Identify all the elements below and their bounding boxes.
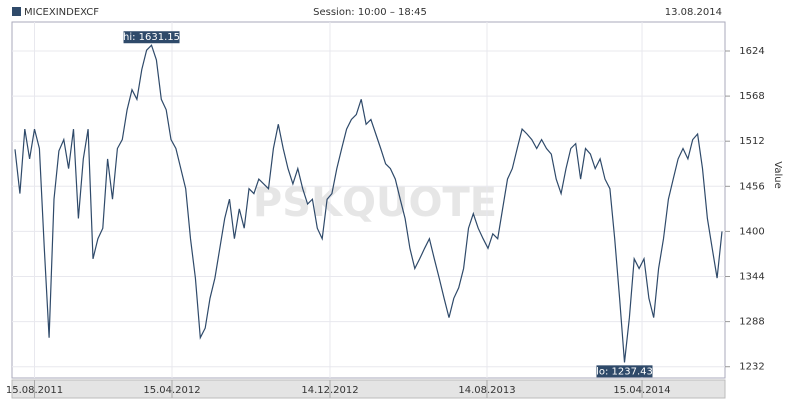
x-tick-label: 14.08.2013 — [458, 385, 515, 396]
chart-title: MICEXINDEXCF — [24, 7, 99, 18]
plot-area — [11, 21, 726, 379]
session: Session: 10:00 – 18:45 — [313, 7, 427, 18]
x-tick-label: 15.04.2014 — [613, 385, 670, 396]
annotation-box — [596, 365, 653, 378]
x-tick-label: 15.04.2012 — [143, 385, 200, 396]
y-tick-label: 1624 — [739, 46, 764, 57]
annotation-box — [123, 31, 180, 44]
y-tick-label: 1456 — [739, 181, 764, 192]
date: 13.08.2014 — [665, 7, 722, 18]
annotation-label: lo: 1237.43 — [596, 366, 653, 377]
annotation-label: hi: 1631.15 — [123, 32, 180, 43]
x-tick-label: 14.12.2012 — [301, 385, 358, 396]
y-axis-label: Value — [772, 161, 783, 188]
y-tick-label: 1400 — [739, 226, 764, 237]
legend-swatch — [12, 7, 21, 16]
y-tick-label: 1232 — [739, 362, 764, 373]
y-tick-label: 1288 — [739, 317, 764, 328]
y-tick-label: 1344 — [739, 272, 764, 283]
y-tick-label: 1568 — [739, 91, 764, 102]
x-tick-label: 15.08.2011 — [6, 385, 63, 396]
x-axis-strip — [11, 379, 726, 399]
y-tick-label: 1512 — [739, 136, 764, 147]
price-line — [14, 44, 723, 363]
watermark: PSKQUOTE — [253, 180, 497, 226]
